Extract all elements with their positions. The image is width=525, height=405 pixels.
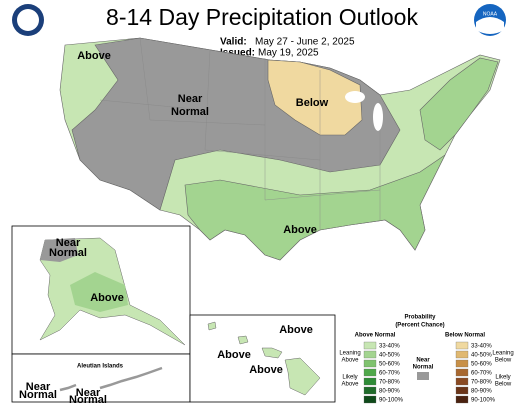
legend-side: Normal — [413, 365, 434, 371]
legend-side: Above — [341, 358, 359, 364]
legend-header: Above Normal — [355, 333, 396, 339]
legend-swatch — [455, 368, 469, 377]
legend-swatch — [455, 386, 469, 395]
region-label: Above — [279, 324, 313, 336]
region-label: Near — [178, 93, 203, 105]
region-label: Above — [90, 292, 124, 304]
lake — [373, 103, 383, 131]
legend-bin-label: 90-100% — [379, 398, 404, 404]
legend-bin-label: 70-80% — [379, 380, 400, 386]
region-label: Below — [296, 97, 329, 109]
legend-swatch — [363, 350, 377, 359]
legend-side: Below — [495, 358, 512, 364]
legend-side: Near — [416, 358, 430, 364]
region-label: Above — [217, 349, 251, 361]
aleutian-islands — [59, 366, 163, 392]
legend-swatch — [363, 386, 377, 395]
legend-swatch — [363, 395, 377, 404]
legend-side: Leaning — [492, 351, 513, 357]
legend-swatch — [363, 377, 377, 386]
region-label: Normal — [171, 106, 209, 118]
valid-date: May 27 - June 2, 2025 — [255, 37, 355, 48]
region-label: Near — [76, 387, 101, 399]
legend-swatch — [455, 377, 469, 386]
legend-bin-label: 80-90% — [379, 389, 400, 395]
alaska-near-normal — [40, 238, 78, 262]
legend-swatch — [363, 341, 377, 350]
legend-side: Above — [341, 382, 359, 388]
legend-title: (Percent Chance) — [395, 323, 444, 329]
hawaii-islands — [207, 321, 321, 396]
region-label: Above — [77, 50, 111, 62]
below-region — [267, 59, 363, 136]
above-south-region — [184, 154, 446, 261]
legend-bin-label: 40-50% — [379, 353, 400, 359]
region-label: Near — [56, 237, 81, 249]
legend-swatch — [455, 341, 469, 350]
legend-bin-label: 70-80% — [471, 380, 492, 386]
alaska-above-core — [70, 272, 128, 312]
valid-label: Valid: — [220, 37, 247, 48]
legend-swatch — [363, 368, 377, 377]
region-label: Above — [249, 364, 283, 376]
legend-bin-label: 90-100% — [471, 398, 496, 404]
region-label: Near — [26, 381, 51, 393]
legend-side: Likely — [342, 375, 357, 381]
region-label: Normal — [69, 394, 107, 405]
issued-date: May 19, 2025 — [258, 48, 319, 59]
legend-side: Below — [495, 382, 512, 388]
legend-bin-label: 60-70% — [379, 371, 400, 377]
legend-bin-label: 33-40% — [471, 344, 492, 350]
near-normal-swatch — [417, 372, 429, 380]
legend-side: Leaning — [339, 351, 360, 357]
legend-bin-label: 50-60% — [379, 362, 400, 368]
legend-title: Probability — [404, 315, 436, 321]
region-label: Normal — [19, 389, 57, 401]
legend-header: Below Normal — [445, 333, 485, 339]
lake — [345, 91, 365, 103]
legend-bin-label: 80-90% — [471, 389, 492, 395]
legend-bin-label: 33-40% — [379, 344, 400, 350]
legend-bin-label: 40-50% — [471, 353, 492, 359]
legend-bin-label: 50-60% — [471, 362, 492, 368]
legend-swatch — [455, 350, 469, 359]
noaa-logo-wave — [476, 17, 504, 34]
legend: Probability (Percent Chance) Above Norma… — [339, 315, 513, 404]
legend-swatch — [455, 359, 469, 368]
doc-logo-inner — [17, 9, 39, 31]
above-ne-region — [419, 57, 499, 151]
legend-swatch — [363, 359, 377, 368]
aleutian-title: Aleutian Islands — [77, 364, 124, 370]
title: 8-14 Day Precipitation Outlook — [106, 4, 418, 30]
map-labels: Above Near Normal Below Above Near Norma… — [19, 50, 329, 405]
legend-bin-label: 60-70% — [471, 371, 492, 377]
legend-side: Likely — [495, 375, 510, 381]
state-lines — [99, 37, 381, 230]
legend-swatch — [455, 395, 469, 404]
aleutian-inset — [11, 353, 191, 403]
noaa-logo-text: NOAA — [483, 11, 498, 17]
region-label: Above — [283, 224, 317, 236]
issued-label: Issued: — [220, 48, 255, 59]
region-label: Normal — [49, 247, 87, 259]
